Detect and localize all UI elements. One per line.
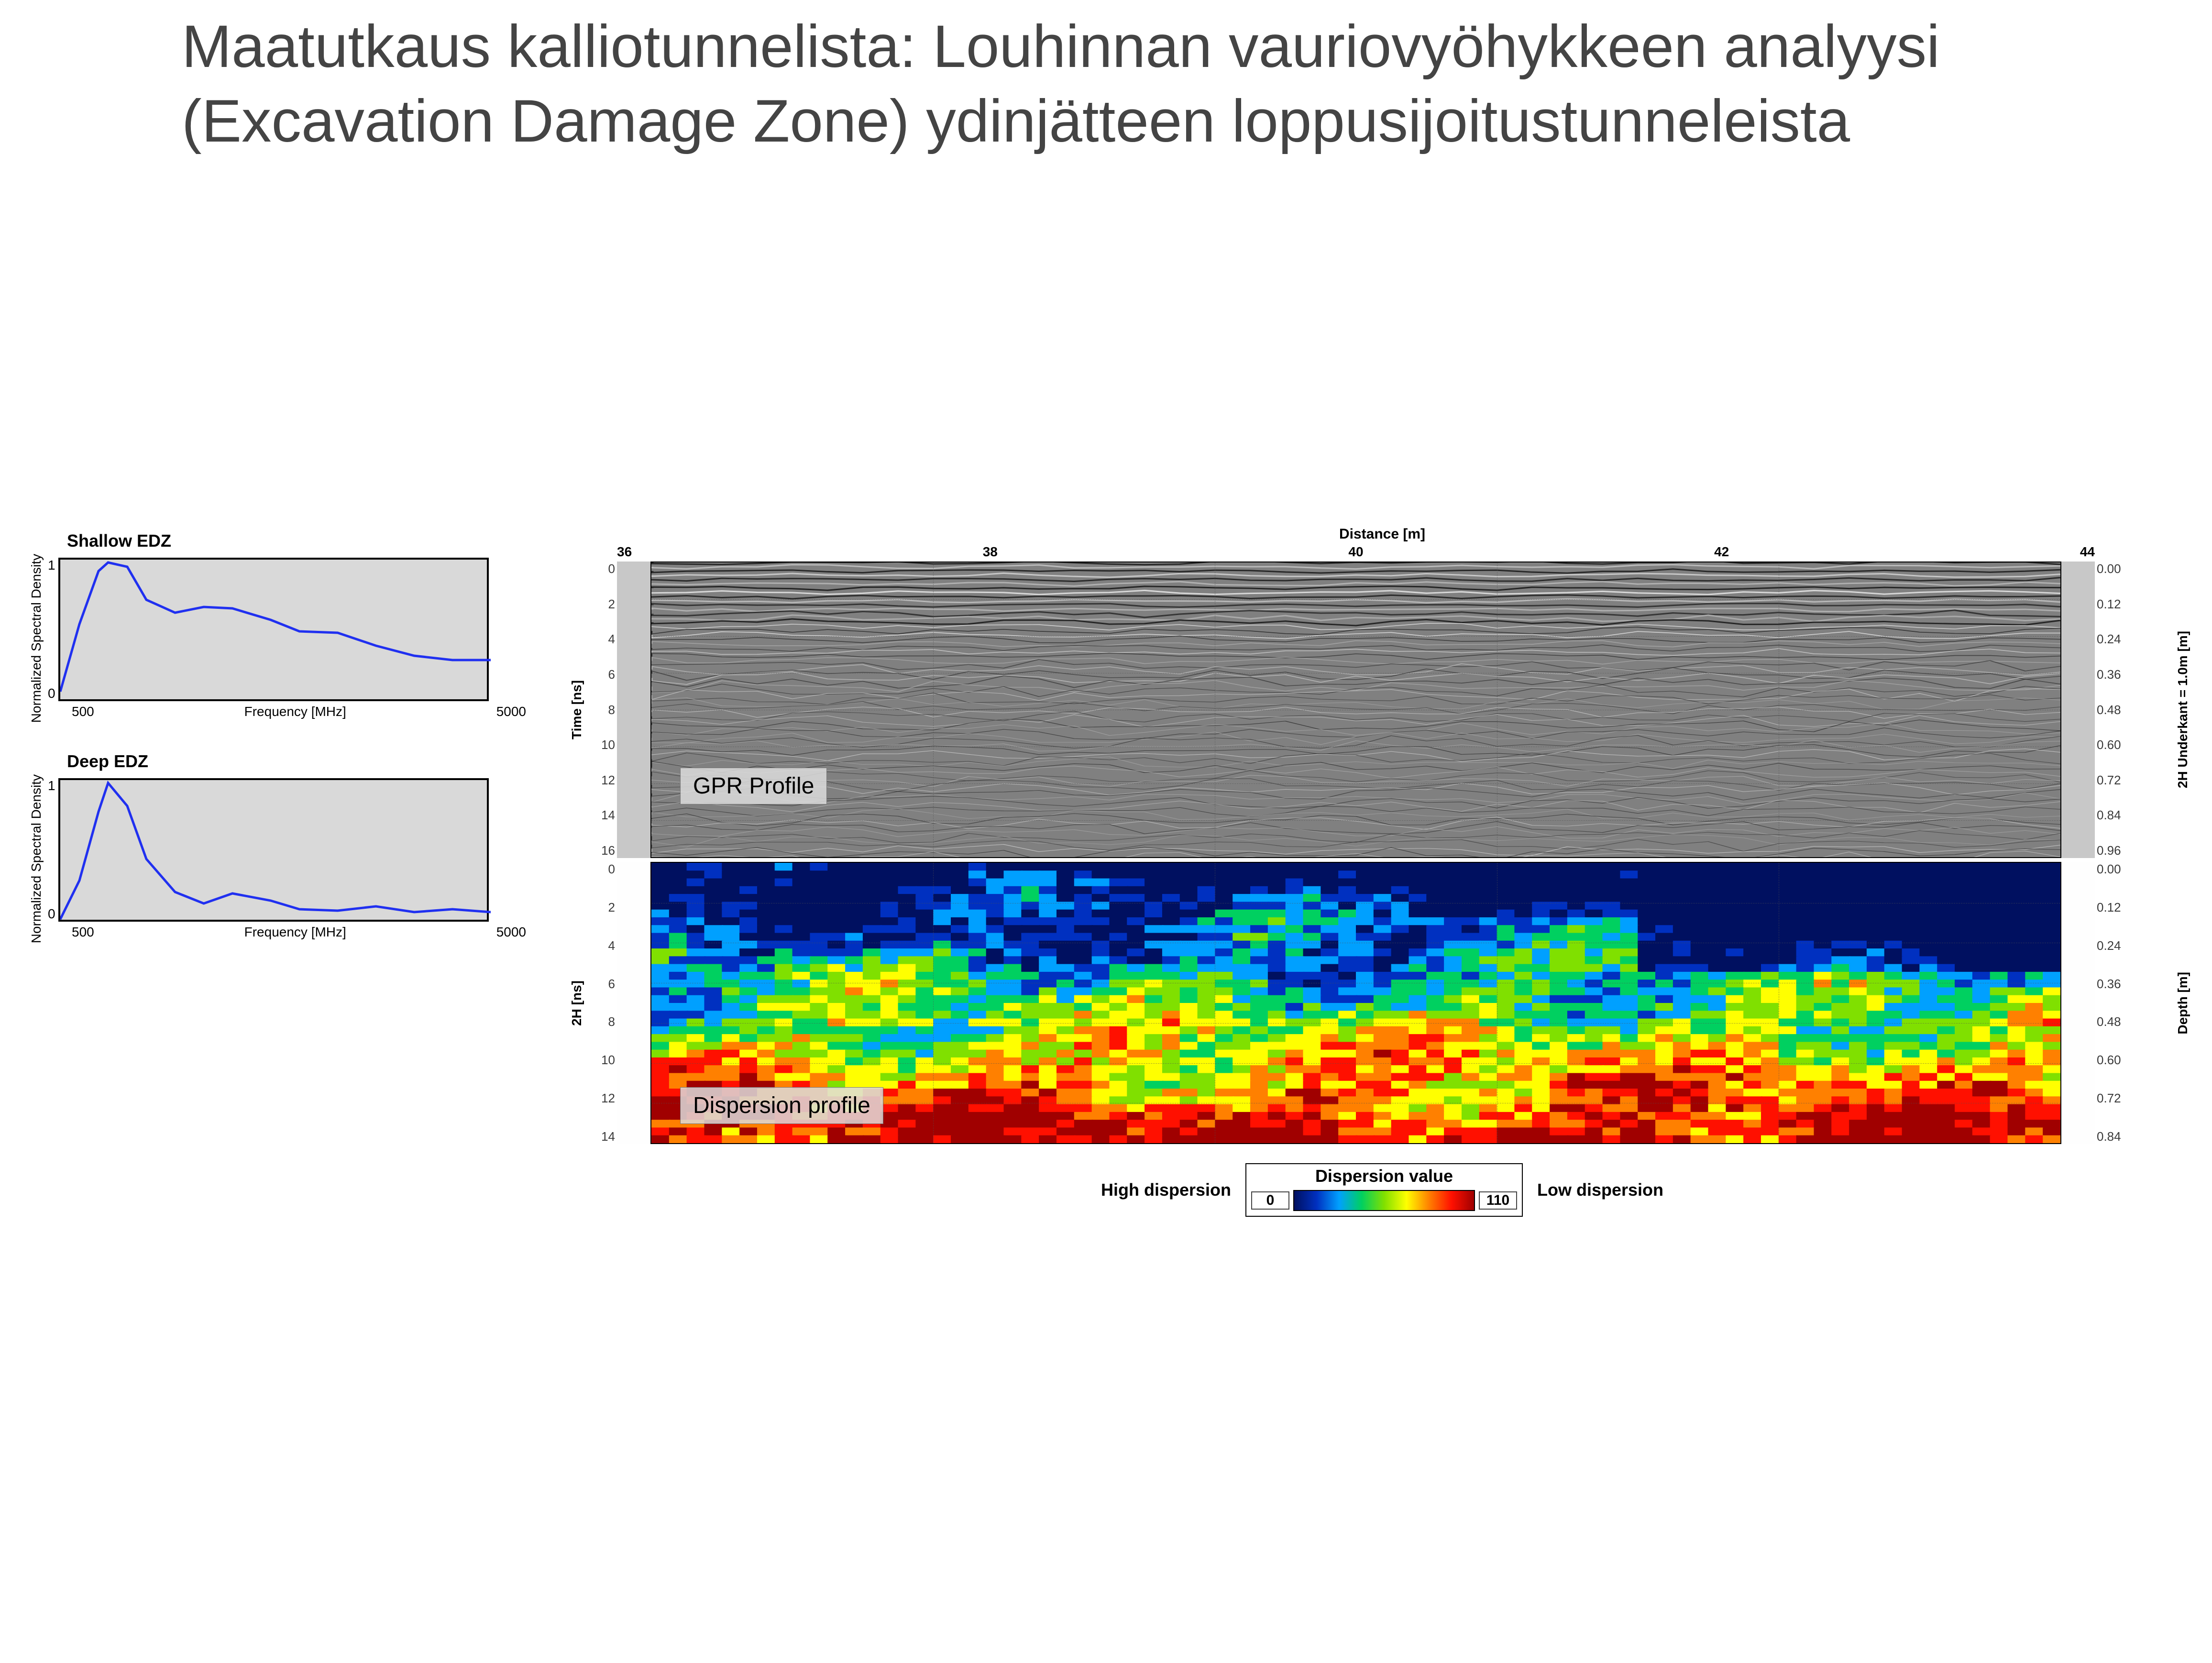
distance-ticks: 3638404244 [617, 544, 2095, 560]
gpr-right-axis-label: 2H Underkant = 1.0m [m] [2175, 631, 2190, 788]
gpr-overlay-label: GPR Profile [680, 768, 827, 804]
deep-xlabel: Frequency [MHz] [244, 925, 346, 940]
shallow-xtick-max: 5000 [496, 704, 526, 719]
deep-edz-chart: Deep EDZ Normalized Spectral Density 10 … [29, 751, 526, 943]
gpr-profile-area: GPR Profile [650, 562, 2061, 858]
deep-line [60, 780, 491, 924]
shallow-xtick-min: 500 [72, 704, 94, 719]
dispersion-legend: High dispersion Dispersion value 0 110 L… [574, 1163, 2190, 1217]
deep-xtick-max: 5000 [496, 925, 526, 940]
gpr-right-band [2061, 562, 2095, 858]
edz-charts: Shallow EDZ Normalized Spectral Density … [29, 531, 526, 972]
disp-overlay-label: Dispersion profile [680, 1087, 883, 1124]
legend-low-label: Low dispersion [1537, 1180, 1663, 1200]
gpr-right-ticks: 0.000.120.240.360.480.600.720.840.96 [2097, 562, 2130, 858]
disp-left-ticks: 02468101214 [596, 862, 615, 1144]
deep-ylabel: Normalized Spectral Density [29, 774, 44, 943]
dispersion-profile-area: Dispersion profile [650, 862, 2061, 1144]
gpr-left-ticks: 0246810121416 [596, 562, 615, 858]
gpr-left-axis-label: Time [ns] [569, 680, 584, 739]
disp-right-axis-label: Depth [m] [2175, 972, 2190, 1035]
disp-right-ticks: 0.000.120.240.360.480.600.720.84 [2097, 862, 2130, 1144]
disp-left-axis-label: 2H [ns] [569, 980, 584, 1026]
gpr-left-band [617, 562, 650, 858]
shallow-line [60, 560, 491, 703]
dispersion-profile-row: 2H [ns] 02468101214 Dispersion profile 0… [574, 862, 2190, 1144]
legend-box: Dispersion value 0 110 [1245, 1163, 1523, 1217]
shallow-ylabel: Normalized Spectral Density [29, 554, 44, 723]
distance-label: Distance [m] [574, 526, 2190, 542]
deep-xtick-min: 500 [72, 925, 94, 940]
page-title: Maatutkaus kalliotunnelista: Louhinnan v… [182, 10, 1951, 159]
legend-min: 0 [1251, 1191, 1289, 1210]
shallow-xlabel: Frequency [MHz] [244, 704, 346, 719]
deep-title: Deep EDZ [67, 751, 526, 771]
disp-right-band [2061, 862, 2095, 1144]
shallow-title: Shallow EDZ [67, 531, 526, 551]
legend-high-label: High dispersion [1101, 1180, 1231, 1200]
legend-gradient [1293, 1190, 1475, 1211]
disp-left-band [617, 862, 650, 1144]
legend-title: Dispersion value [1251, 1166, 1517, 1186]
gpr-profile-row: Time [ns] 0246810121416 GPR Profile 0.00… [574, 562, 2190, 858]
shallow-edz-chart: Shallow EDZ Normalized Spectral Density … [29, 531, 526, 723]
profiles-panel: Distance [m] 3638404244 Time [ns] 024681… [574, 526, 2190, 1217]
legend-max: 110 [1479, 1191, 1517, 1210]
